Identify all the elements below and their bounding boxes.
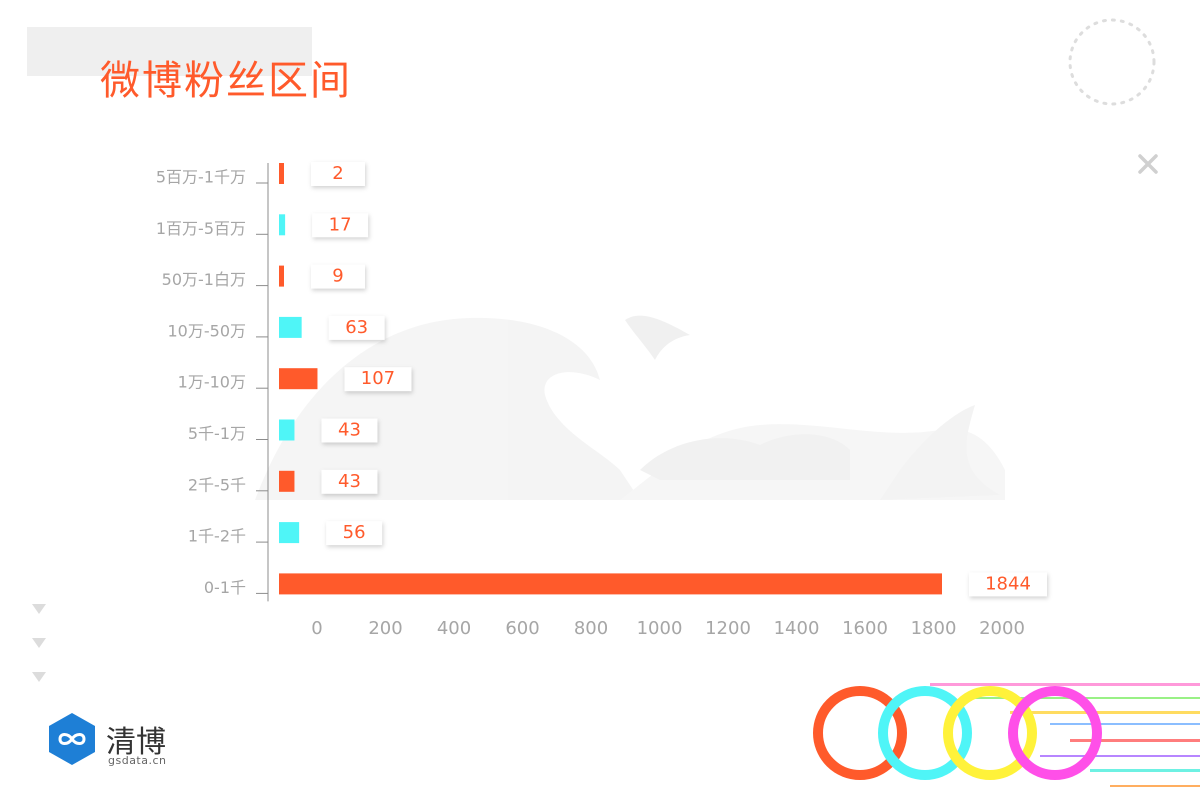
title-background <box>27 27 312 76</box>
value-label: 56 <box>343 522 366 543</box>
bar <box>279 470 295 492</box>
x-tick-label: 1200 <box>705 618 751 639</box>
page-title: 微博粉丝区间 <box>100 58 352 104</box>
wave-illustration <box>255 315 1005 500</box>
bar <box>279 265 284 287</box>
value-label-box <box>312 213 369 238</box>
logo-name: 清博 <box>106 725 166 760</box>
value-label: 107 <box>361 368 395 389</box>
bar <box>279 316 302 338</box>
logo-hexagon-icon <box>49 713 95 765</box>
value-label: 2 <box>332 163 343 184</box>
value-labels: 2 17 9 63 107 43 43 56 1844 <box>311 162 1047 597</box>
dotted-circle-decoration <box>1068 18 1156 106</box>
x-tick-label: 1400 <box>774 618 820 639</box>
cross-decoration <box>1138 154 1158 174</box>
bar <box>279 368 318 390</box>
value-label-box <box>969 572 1047 597</box>
y-tick-labels: 5百万-1千万 1百万-5百万 50万-1白万 10万-50万 1万-10万 5千-1万 2… <box>156 168 268 597</box>
triangle-decoration <box>32 604 46 682</box>
value-label-box <box>321 469 378 494</box>
x-tick-label: 400 <box>437 618 471 639</box>
bars <box>279 163 942 595</box>
y-tick-label: 5百万-1千万 <box>156 168 246 187</box>
qingbo-logo: 清博 gsdata.cn <box>46 711 186 771</box>
x-tick-label: 0 <box>311 618 322 639</box>
value-label-box <box>326 521 383 546</box>
y-tick-label: 1千-2千 <box>188 527 246 546</box>
value-label-box <box>344 367 412 392</box>
x-tick-label: 1000 <box>637 618 683 639</box>
y-tick-label: 0-1千 <box>204 578 246 597</box>
value-label: 17 <box>329 214 352 235</box>
value-label-box <box>328 315 385 340</box>
x-tick-label: 600 <box>505 618 539 639</box>
bar <box>279 573 942 595</box>
y-tick-label: 50万-1白万 <box>162 270 246 289</box>
value-label: 43 <box>338 471 361 492</box>
bar <box>279 163 284 184</box>
bar <box>279 419 295 441</box>
y-tick-label: 5千-1万 <box>188 424 246 443</box>
y-tick-label: 2千-5千 <box>188 475 246 494</box>
x-tick-label: 200 <box>368 618 402 639</box>
value-label: 1844 <box>985 573 1031 594</box>
value-label-box <box>321 418 378 443</box>
y-tick-label: 1万-10万 <box>178 373 246 392</box>
x-tick-label: 1600 <box>842 618 888 639</box>
value-label-box <box>311 162 365 186</box>
x-tick-label: 2000 <box>979 618 1025 639</box>
value-label: 63 <box>345 317 368 338</box>
value-label-box <box>311 264 365 289</box>
value-label: 9 <box>332 266 343 287</box>
x-tick-label: 800 <box>574 618 608 639</box>
x-tick-labels: 0 200 400 600 800 1000 1200 1400 1600 1800 2000 <box>311 618 1025 639</box>
y-tick-label: 10万-50万 <box>168 321 247 340</box>
y-tick-label: 1百万-5百万 <box>156 219 246 238</box>
logo-domain: gsdata.cn <box>108 754 167 767</box>
colored-rings-decoration <box>813 683 1200 787</box>
x-tick-label: 1800 <box>911 618 957 639</box>
bar <box>279 522 300 544</box>
value-label: 43 <box>338 420 361 441</box>
bar <box>279 214 286 236</box>
